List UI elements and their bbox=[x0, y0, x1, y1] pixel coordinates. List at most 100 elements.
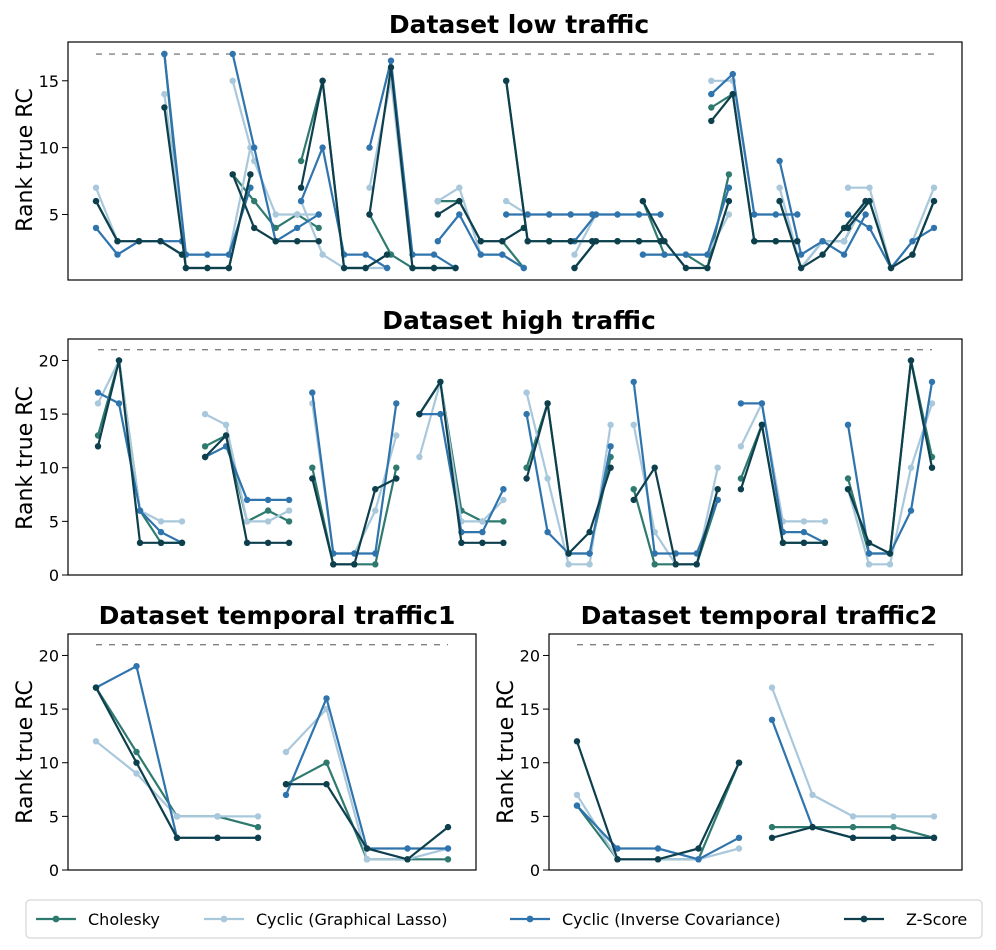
series-line bbox=[632, 466, 719, 566]
data-point bbox=[635, 211, 643, 218]
series-line bbox=[95, 200, 183, 256]
data-point bbox=[114, 238, 121, 245]
data-point bbox=[909, 238, 916, 245]
data-point bbox=[500, 539, 507, 546]
y-tick-label: 5 bbox=[49, 205, 59, 224]
chart-title: Dataset temporal traffic2 bbox=[581, 601, 938, 630]
data-point bbox=[434, 197, 441, 205]
data-point bbox=[776, 184, 783, 191]
y-tick-label: 5 bbox=[530, 807, 540, 826]
series-line bbox=[300, 79, 388, 270]
data-point bbox=[264, 496, 272, 504]
data-point bbox=[309, 389, 316, 396]
data-point bbox=[768, 716, 776, 723]
data-point bbox=[319, 251, 326, 258]
legend-entry-inverse-covariance: Cyclic (Inverse Covariance) bbox=[510, 910, 781, 929]
data-point bbox=[133, 759, 140, 766]
legend-label-graphical-lasso: Cyclic (Graphical Lasso) bbox=[256, 910, 448, 929]
data-point bbox=[907, 357, 915, 364]
data-point bbox=[254, 813, 262, 820]
data-point bbox=[819, 238, 826, 245]
series-line bbox=[95, 665, 258, 839]
series-line bbox=[97, 391, 183, 544]
data-point bbox=[797, 251, 805, 258]
data-point bbox=[708, 77, 715, 85]
series-cyclic-graphical-lasso bbox=[92, 705, 452, 863]
data-point bbox=[909, 251, 916, 258]
legend-swatch-marker bbox=[526, 915, 534, 923]
series-cyclic-inverse-covariance bbox=[92, 663, 452, 852]
legend-swatch-marker bbox=[52, 915, 60, 923]
data-point bbox=[222, 421, 230, 428]
data-point bbox=[294, 224, 301, 232]
data-point bbox=[387, 57, 395, 64]
series-line bbox=[575, 740, 740, 861]
data-point bbox=[886, 550, 894, 557]
series-line bbox=[525, 402, 612, 555]
data-point bbox=[264, 539, 272, 546]
data-point bbox=[651, 550, 658, 557]
data-point bbox=[866, 184, 873, 191]
data-point bbox=[323, 759, 330, 766]
y-axis-label: Rank true RC bbox=[13, 386, 38, 530]
data-point bbox=[479, 539, 486, 546]
series-line bbox=[204, 413, 290, 523]
series-z-score bbox=[92, 684, 452, 863]
data-point bbox=[928, 400, 936, 407]
data-point bbox=[737, 443, 745, 450]
data-point bbox=[157, 518, 165, 525]
data-point bbox=[294, 211, 301, 218]
plot-frame-temporal-traffic2 bbox=[548, 633, 963, 871]
data-point bbox=[114, 251, 121, 258]
series-line bbox=[284, 697, 448, 850]
data-point bbox=[630, 421, 637, 428]
data-point bbox=[282, 791, 290, 799]
data-point bbox=[695, 856, 702, 863]
series-line bbox=[95, 740, 258, 818]
data-point bbox=[907, 507, 915, 514]
data-point bbox=[639, 251, 647, 258]
data-point bbox=[573, 791, 581, 799]
data-point bbox=[544, 400, 551, 407]
data-point bbox=[768, 684, 776, 691]
data-point bbox=[229, 77, 236, 85]
data-point bbox=[794, 238, 801, 245]
data-point bbox=[607, 464, 614, 471]
data-point bbox=[586, 550, 593, 557]
data-point bbox=[323, 781, 330, 788]
data-point bbox=[930, 197, 938, 205]
data-point bbox=[524, 211, 531, 218]
data-point bbox=[776, 157, 783, 165]
data-point bbox=[729, 70, 736, 78]
data-point bbox=[247, 171, 254, 178]
series-z-score bbox=[94, 357, 936, 568]
data-point bbox=[243, 496, 251, 504]
data-point bbox=[393, 475, 400, 482]
data-point bbox=[182, 264, 190, 272]
data-point bbox=[654, 845, 662, 852]
y-tick-label: 5 bbox=[49, 807, 59, 826]
series-line bbox=[846, 403, 934, 566]
data-point bbox=[907, 464, 915, 471]
data-point bbox=[229, 171, 236, 178]
data-point bbox=[204, 264, 211, 272]
data-point bbox=[452, 264, 459, 272]
data-point bbox=[157, 528, 165, 536]
data-point bbox=[866, 224, 873, 232]
data-point bbox=[800, 528, 808, 536]
data-point bbox=[92, 197, 100, 205]
data-point bbox=[229, 50, 236, 58]
series-cyclic-graphical-lasso bbox=[573, 684, 938, 863]
data-point bbox=[285, 539, 293, 546]
data-point bbox=[639, 197, 647, 205]
data-point bbox=[571, 264, 578, 272]
data-point bbox=[92, 684, 100, 691]
data-point bbox=[682, 251, 690, 258]
y-tick-label: 0 bbox=[49, 861, 59, 880]
data-point bbox=[651, 561, 658, 568]
data-point bbox=[437, 410, 444, 418]
data-point bbox=[430, 264, 438, 272]
data-point bbox=[607, 421, 614, 428]
data-point bbox=[708, 104, 715, 111]
y-axis-label: Rank true RC bbox=[494, 680, 519, 824]
